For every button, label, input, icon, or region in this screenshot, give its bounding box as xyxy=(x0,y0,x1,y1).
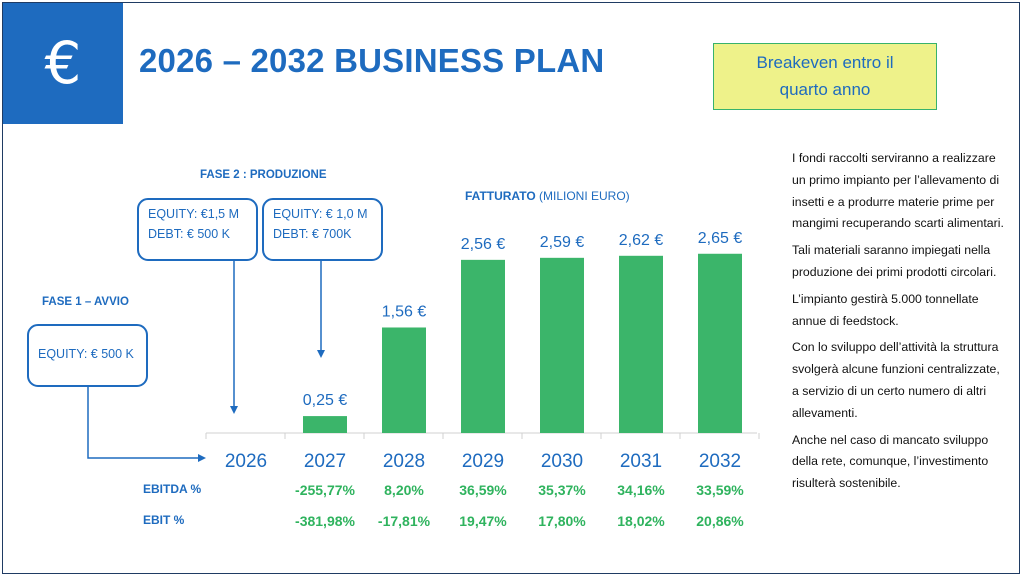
ebit-value-2030: 17,80% xyxy=(538,513,586,529)
box-b-debt: DEBT: € 700K xyxy=(273,227,352,241)
breakeven-line2: quarto anno xyxy=(779,80,871,99)
phase1-label: FASE 1 – AVVIO xyxy=(42,296,129,308)
ebitda-value-2027: -255,77% xyxy=(295,482,355,498)
description-paragraph-5: Anche nel caso di mancato sviluppo della… xyxy=(792,432,989,491)
phase1-equity: EQUITY: € 500 K xyxy=(38,347,134,361)
bar-value-label-2029: 2,56 € xyxy=(461,236,506,253)
bar-value-label-2028: 1,56 € xyxy=(382,303,427,320)
page-title: 2026 – 2032 BUSINESS PLAN xyxy=(139,42,605,79)
chart-title: FATTURATO (MILIONI EURO) xyxy=(465,189,630,203)
bar-2031 xyxy=(619,255,663,433)
x-tick-label-2027: 2027 xyxy=(304,451,346,472)
description-paragraph-2: Tali materiali saranno impiegati nella p… xyxy=(792,243,997,279)
bar-value-label-2030: 2,59 € xyxy=(540,234,585,251)
phase2-funding-box-a: EQUITY: €1,5 M DEBT: € 500 K xyxy=(137,198,258,261)
x-tick-label-2026: 2026 xyxy=(225,451,267,472)
x-tick-label-2031: 2031 xyxy=(620,451,662,472)
ebit-value-2032: 20,86% xyxy=(696,513,744,529)
phase1-funding-box: EQUITY: € 500 K xyxy=(27,324,148,387)
ebit-value-2029: 19,47% xyxy=(459,513,507,529)
x-tick-label-2028: 2028 xyxy=(383,451,425,472)
euro-badge: € xyxy=(3,3,123,124)
description-paragraph-1: I fondi raccolti serviranno a realizzare… xyxy=(792,151,1004,231)
bar-2032 xyxy=(698,253,742,433)
breakeven-callout: Breakeven entro il quarto anno xyxy=(713,43,937,110)
ebitda-value-2028: 8,20% xyxy=(384,482,424,498)
box-a-debt: DEBT: € 500 K xyxy=(148,227,230,241)
x-tick-label-2029: 2029 xyxy=(462,451,504,472)
ebitda-value-2030: 35,37% xyxy=(538,482,586,498)
phase2-funding-box-b: EQUITY: € 1,0 M DEBT: € 700K xyxy=(262,198,383,261)
chart-title-bold: FATTURATO xyxy=(465,189,536,203)
chart-title-unit: (MILIONI EURO) xyxy=(535,189,630,203)
ebit-value-2027: -381,98% xyxy=(295,513,355,529)
arrow-phase1 xyxy=(87,387,206,462)
ebit-row-label: EBIT % xyxy=(143,513,185,527)
x-tick-label-2030: 2030 xyxy=(541,451,583,472)
euro-icon: € xyxy=(44,29,82,97)
description-paragraph-3: L’impianto gestirà 5.000 tonnellate annu… xyxy=(792,291,979,328)
breakeven-line1: Breakeven entro il xyxy=(756,53,894,72)
ebitda-row-label: EBITDA % xyxy=(143,482,202,496)
box-b-equity: EQUITY: € 1,0 M xyxy=(273,207,368,221)
bar-value-label-2031: 2,62 € xyxy=(619,232,664,249)
description-panel: I fondi raccolti serviranno a realizzare… xyxy=(792,148,1007,500)
ebit-value-2028: -17,81% xyxy=(377,513,431,529)
bar-2030 xyxy=(540,257,584,433)
x-tick-label-2032: 2032 xyxy=(699,451,741,472)
ebit-value-2031: 18,02% xyxy=(617,513,665,529)
phase2-label: FASE 2 : PRODUZIONE xyxy=(200,169,327,181)
bar-value-label-2027: 0,25 € xyxy=(303,392,348,409)
bar-2029 xyxy=(461,259,505,433)
bar-2028 xyxy=(382,327,426,433)
ebitda-value-2032: 33,59% xyxy=(696,482,744,498)
box-a-equity: EQUITY: €1,5 M xyxy=(148,207,240,221)
bar-value-label-2032: 2,65 € xyxy=(698,230,743,247)
ebitda-value-2029: 36,59% xyxy=(459,482,507,498)
description-paragraph-4: Con lo sviluppo dell’attività la struttu… xyxy=(792,340,1000,420)
ebitda-value-2031: 34,16% xyxy=(617,482,665,498)
bar-2027 xyxy=(303,416,347,433)
